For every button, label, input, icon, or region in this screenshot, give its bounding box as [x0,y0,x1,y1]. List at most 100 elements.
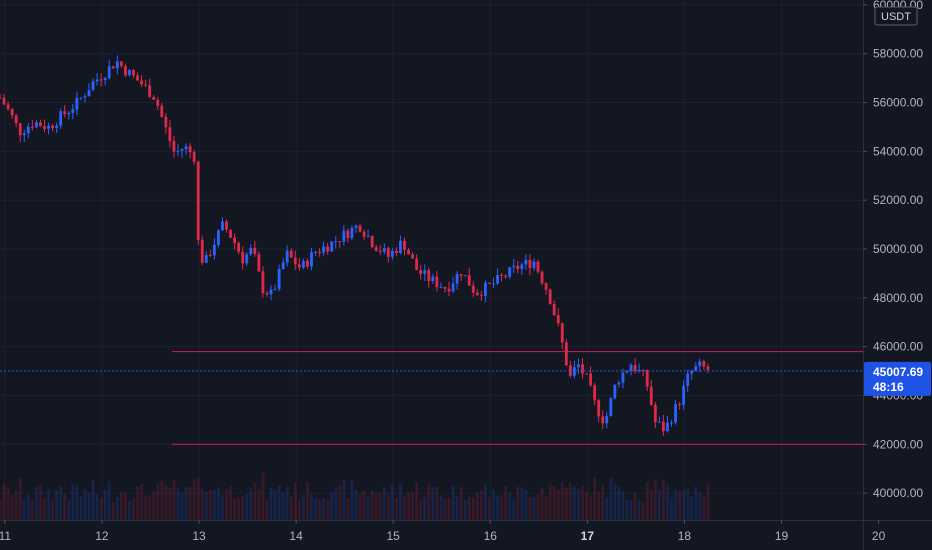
volume-bar [310,494,313,520]
candle-body [338,241,342,243]
candle-body [374,247,378,251]
volume-bar [443,498,447,520]
candle-body [245,254,249,264]
volume-bar [132,498,135,520]
candle-body [79,97,83,99]
volume-bar [241,496,245,520]
candle-body [661,421,665,432]
candle-body [500,275,504,277]
volume-bar [637,500,641,520]
candle-body [180,149,184,151]
volume-bar [512,498,516,520]
volume-bar [196,478,200,520]
volume-bar [520,487,524,520]
volume-bar [350,480,354,520]
candle-body [431,276,435,282]
candles-layer [0,55,710,436]
volume-bar [706,484,710,520]
candle-body [439,287,443,289]
volume-bar [528,496,532,520]
candle-body [95,79,99,82]
candle-body [419,270,423,275]
volume-bar [508,492,512,520]
x-tick-label: 11 [0,529,11,543]
candle-body [536,261,540,272]
candle-body [653,404,657,423]
volume-bar [14,489,18,520]
volume-bar [83,489,87,520]
candle-body [10,108,14,116]
volume-bar [208,489,212,520]
volume-bar [6,486,10,520]
volume-bar [459,486,463,520]
volume-bar [431,486,435,520]
candle-body [451,283,455,292]
candle-body [301,260,305,268]
volume-bar [237,497,241,520]
candle-body [346,230,350,239]
candle-body [544,283,548,290]
volume-bar [390,484,394,520]
volume-bar [212,490,216,520]
candle-body [55,125,59,129]
candle-body [208,255,212,257]
candle-body [322,246,326,253]
volume-bar [670,497,673,520]
candle-body [91,81,95,91]
volume-bar [605,497,609,520]
candle-body [678,404,681,406]
candle-body [289,250,293,258]
candle-body [382,248,386,252]
x-tick-label: 14 [289,529,303,543]
candle-body [71,109,75,113]
x-tick-label: 18 [678,529,692,543]
volume-bar [374,493,378,520]
candle-body [706,366,710,370]
volume-bar [475,492,479,520]
volume-bar [22,498,26,520]
candle-body [265,293,269,295]
candle-body [516,265,520,270]
candle-body [330,241,334,252]
x-tick-label: 12 [95,529,109,543]
candle-body [172,140,176,152]
candle-body [698,361,702,367]
candle-body [585,373,588,375]
candle-body [144,84,148,86]
candle-body [386,248,390,257]
candle-body [87,90,91,97]
candle-body [160,105,164,117]
candle-body [204,255,208,263]
candle-body [14,115,18,124]
y-tick-label: 60000.00 [873,0,923,12]
candle-body [103,77,107,81]
volume-bar [39,484,42,520]
volume-bar [423,497,427,520]
volume-bar [362,490,366,520]
x-tick-label: 17 [581,529,595,543]
volume-bar [297,500,301,520]
volume-bar [516,486,520,520]
volume-bar [225,489,228,520]
volume-bar [200,489,204,520]
candle-body [128,69,131,76]
candle-body [350,227,354,239]
candle-body [568,365,572,376]
candle-body [702,361,706,367]
volume-bar [415,482,419,520]
volume-bar [661,480,665,520]
candle-body [690,370,694,374]
volume-bar [524,489,528,520]
volume-bar [273,490,277,520]
volume-bar [568,482,572,520]
candle-body [601,416,605,424]
candle-body [649,386,653,405]
candle-body [217,230,220,245]
x-tick-label: 16 [484,529,498,543]
volume-bar [204,491,208,520]
volume-bar [633,492,637,520]
volume-bar [649,489,653,520]
candle-body [354,225,358,228]
volume-bar [26,494,30,520]
volume-bar [10,495,14,520]
